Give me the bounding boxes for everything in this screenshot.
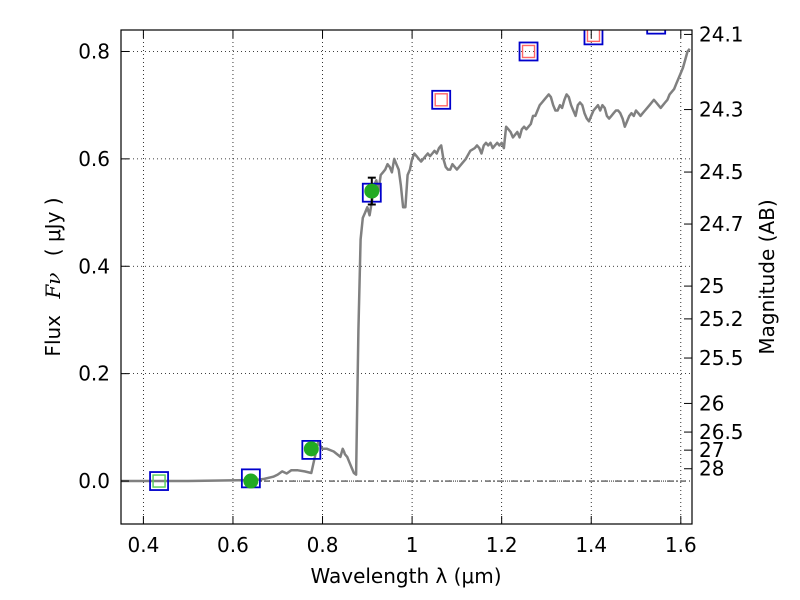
magnitude-tick-label: 25 [699, 274, 724, 298]
model-point [431, 89, 452, 110]
model-point [518, 41, 539, 62]
x-tick-label: 1.6 [665, 533, 697, 557]
detection-point [303, 441, 319, 457]
magnitude-tick-label: 25.2 [699, 307, 744, 331]
magnitude-tick-label: 24.3 [699, 98, 744, 122]
magnitude-tick-label: 25.5 [699, 346, 744, 370]
x-tick-label: 1.2 [486, 533, 518, 557]
y-tick-label: 0.2 [78, 362, 110, 386]
x-tick-label: 1 [406, 533, 419, 557]
magnitude-tick-label: 28 [699, 457, 724, 481]
model-point [583, 30, 604, 46]
x-tick-label: 0.8 [307, 533, 339, 557]
magnitude-tick-label: 26.5 [699, 420, 744, 444]
y-axis-label-text: Flux [41, 315, 65, 357]
magnitude-tick-label: 26 [699, 391, 724, 415]
right-axis-label: Magnitude (AB) [755, 199, 779, 354]
data-layer [121, 30, 691, 491]
magnitude-tick-label: 24.5 [699, 160, 744, 184]
upper-limit-point [434, 93, 448, 107]
magnitude-tick-label: 24.1 [699, 22, 744, 46]
nondetection-point [152, 474, 166, 488]
plot-area [121, 30, 692, 524]
detection-point [364, 183, 380, 199]
upper-limit-point [586, 30, 601, 43]
model-point [149, 471, 169, 491]
y-axis-label: Flux Fν ( μJy ) [41, 197, 65, 356]
upper-limit-point [521, 44, 536, 59]
y-tick-label: 0.6 [78, 147, 110, 171]
y-tick-label: 0.8 [78, 39, 110, 63]
magnitude-tick-label: 27 [699, 438, 724, 462]
x-tick-label: 0.6 [217, 533, 249, 557]
svg-text:Flux Fν ( μJy ): Flux Fν ( μJy ) [41, 197, 65, 356]
y-axis-label-symbol: Fν [41, 273, 65, 300]
axis-ticks [121, 30, 692, 524]
x-tick-label: 1.4 [575, 533, 607, 557]
detection-point [243, 473, 259, 489]
model-point [646, 30, 667, 35]
y-tick-label: 0.4 [78, 254, 110, 278]
model-point [301, 439, 322, 460]
sed-model-line [121, 47, 691, 483]
axis-labels: 0.4 0.6 0.8 1 1.2 1.4 1.6 0.0 0.2 0.4 0.6 0.8 24.1 24… [78, 22, 743, 557]
x-tick-label: 0.4 [127, 533, 159, 557]
y-axis-label-unit: ( μJy ) [41, 197, 65, 256]
magnitude-tick-label: 24.7 [699, 212, 744, 236]
x-axis-label: Wavelength λ (μm) [310, 564, 501, 588]
plot-frame [120, 29, 693, 525]
y-tick-label: 0.0 [78, 469, 110, 493]
